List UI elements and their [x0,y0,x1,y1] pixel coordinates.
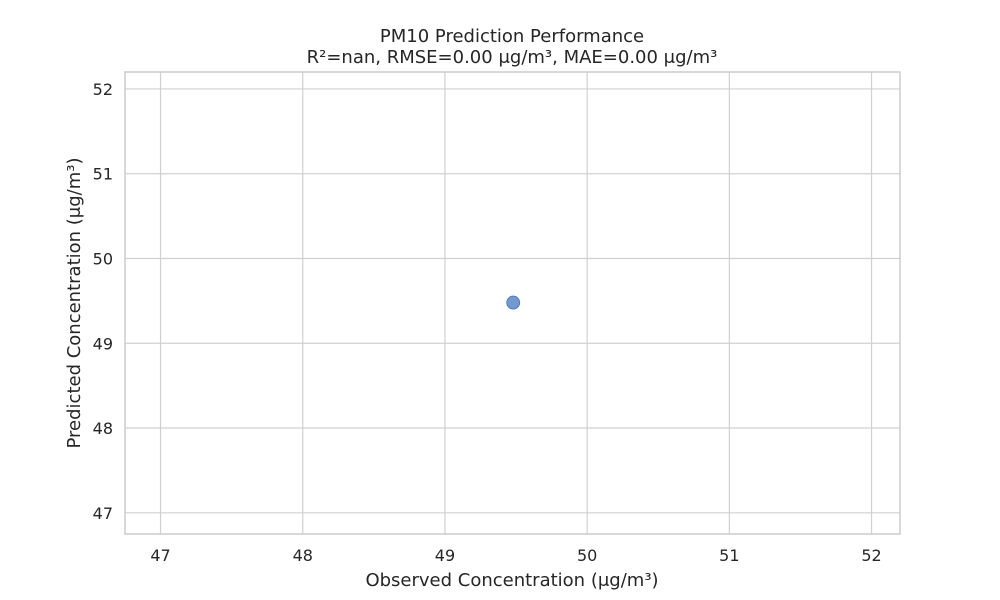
y-tick-labels: 47 48 49 50 51 52 [93,80,113,523]
x-tick-label: 48 [293,546,313,565]
x-tick-label: 51 [719,546,739,565]
x-tick-label: 52 [861,546,881,565]
data-points [506,295,521,310]
x-axis-label: Observed Concentration (μg/m³) [365,570,658,591]
plot-frame [124,71,901,535]
data-point [506,295,521,310]
y-tick-label: 49 [93,334,113,353]
y-tick-label: 48 [93,419,113,438]
x-tick-label: 50 [577,546,597,565]
y-tick-label: 52 [93,80,113,99]
y-tick-label: 50 [93,249,113,268]
chart-title: PM10 Prediction Performance [380,26,644,47]
x-tick-label: 49 [435,546,455,565]
y-tick-label: 47 [93,504,113,523]
chart-subtitle: R²=nan, RMSE=0.00 μg/m³, MAE=0.00 μg/m³ [307,47,718,68]
grid-lines [125,72,900,534]
y-axis-label: Predicted Concentration (μg/m³) [64,157,85,448]
x-tick-labels: 47 48 49 50 51 52 [150,546,881,565]
y-tick-label: 51 [93,165,113,184]
x-tick-label: 47 [150,546,170,565]
